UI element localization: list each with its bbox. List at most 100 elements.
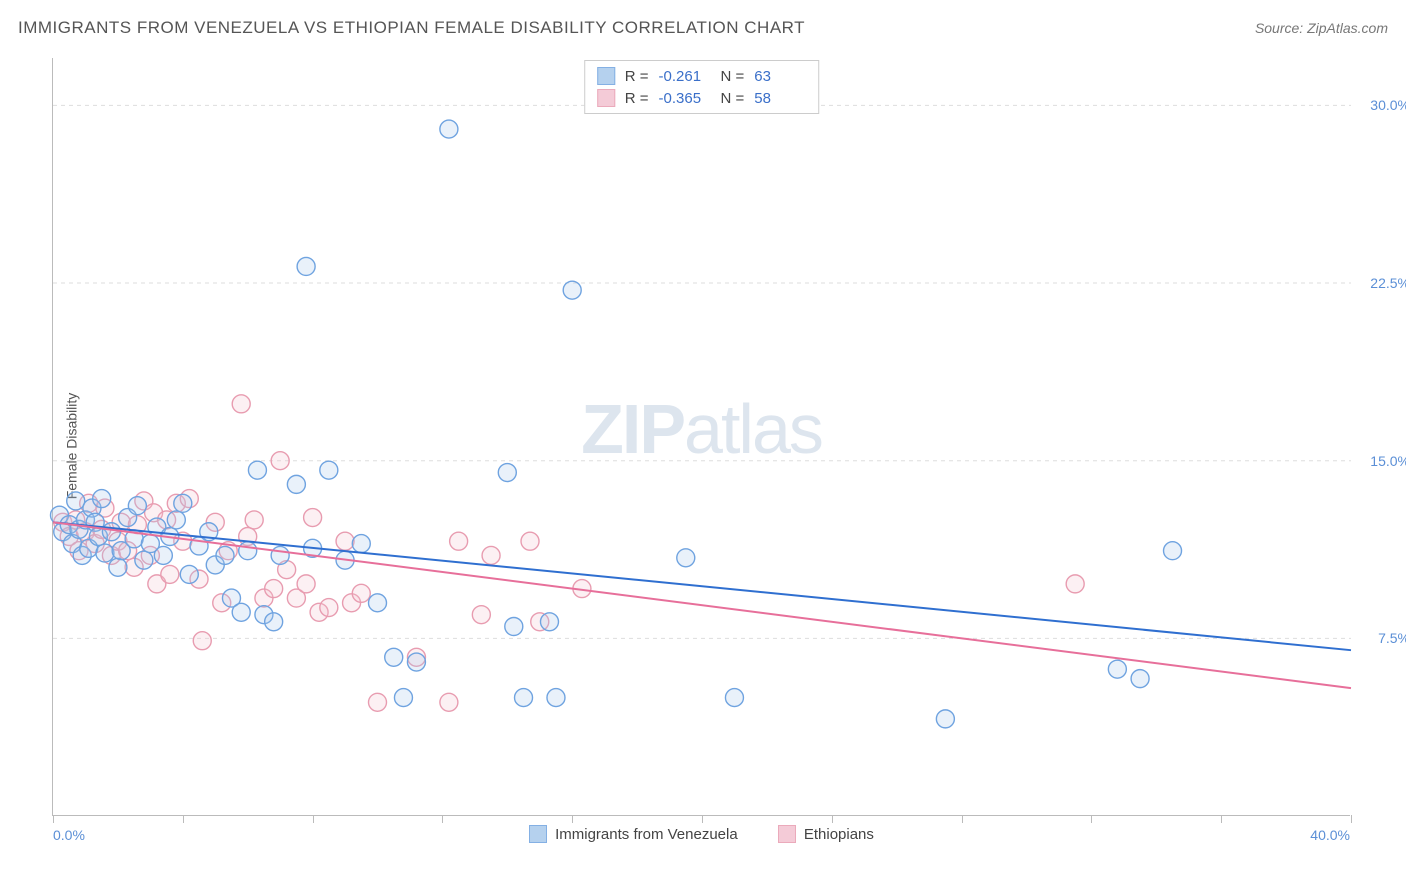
swatch-series-b (597, 89, 615, 107)
data-point (1131, 670, 1149, 688)
series-a-points (50, 120, 1181, 728)
y-tick-label: 30.0% (1370, 97, 1406, 113)
data-point (320, 461, 338, 479)
stats-row-b: R = -0.365 N = 58 (597, 87, 807, 109)
data-point (287, 475, 305, 493)
data-point (440, 120, 458, 138)
data-point (677, 549, 695, 567)
x-tick (832, 815, 833, 823)
data-point (352, 584, 370, 602)
data-point (515, 689, 533, 707)
data-point (154, 546, 172, 564)
swatch-series-b-icon (778, 825, 796, 843)
y-tick-label: 15.0% (1370, 453, 1406, 469)
data-point (102, 523, 120, 541)
data-point (369, 594, 387, 612)
data-point (109, 558, 127, 576)
data-point (547, 689, 565, 707)
data-point (1164, 542, 1182, 560)
data-point (521, 532, 539, 550)
data-point (271, 546, 289, 564)
chart-plot-area: ZIPatlas R = -0.261 N = 63 R = -0.365 N … (52, 58, 1350, 816)
r-label: R = (625, 68, 649, 85)
chart-svg (53, 58, 1350, 815)
data-point (936, 710, 954, 728)
x-tick (313, 815, 314, 823)
data-point (128, 497, 146, 515)
trend-line (53, 522, 1351, 650)
data-point (232, 603, 250, 621)
swatch-series-a (597, 67, 615, 85)
data-point (245, 511, 263, 529)
chart-title: IMMIGRANTS FROM VENEZUELA VS ETHIOPIAN F… (18, 18, 805, 38)
data-point (1066, 575, 1084, 593)
data-point (167, 511, 185, 529)
source-name: ZipAtlas.com (1307, 20, 1388, 36)
data-point (135, 551, 153, 569)
y-tick-label: 7.5% (1378, 630, 1406, 646)
swatch-series-a-icon (529, 825, 547, 843)
x-tick (53, 815, 54, 823)
r-label: R = (625, 90, 649, 107)
data-point (239, 542, 257, 560)
data-point (67, 492, 85, 510)
data-point (482, 546, 500, 564)
data-point (271, 452, 289, 470)
data-point (725, 689, 743, 707)
source-prefix: Source: (1255, 20, 1307, 36)
data-point (297, 575, 315, 593)
n-label: N = (721, 90, 745, 107)
r-value-a: -0.261 (659, 68, 711, 85)
x-tick (572, 815, 573, 823)
data-point (505, 618, 523, 636)
x-tick (183, 815, 184, 823)
data-point (96, 544, 114, 562)
legend-label-b: Ethiopians (804, 826, 874, 843)
data-point (440, 693, 458, 711)
data-point (407, 653, 425, 671)
n-value-a: 63 (754, 68, 806, 85)
r-value-b: -0.365 (659, 90, 711, 107)
stats-row-a: R = -0.261 N = 63 (597, 65, 807, 87)
legend-item-a: Immigrants from Venezuela (529, 825, 738, 843)
data-point (336, 532, 354, 550)
data-point (450, 532, 468, 550)
data-point (161, 565, 179, 583)
data-point (563, 281, 581, 299)
x-tick (442, 815, 443, 823)
x-tick (1221, 815, 1222, 823)
x-tick (962, 815, 963, 823)
data-point (180, 565, 198, 583)
data-point (297, 257, 315, 275)
data-point (193, 632, 211, 650)
data-point (1108, 660, 1126, 678)
data-point (540, 613, 558, 631)
series-legend: Immigrants from Venezuela Ethiopians (53, 825, 1350, 847)
data-point (232, 395, 250, 413)
data-point (174, 494, 192, 512)
data-point (216, 546, 234, 564)
data-point (248, 461, 266, 479)
x-tick (702, 815, 703, 823)
n-label: N = (721, 68, 745, 85)
series-b-points (54, 395, 1084, 711)
data-point (265, 613, 283, 631)
data-point (93, 490, 111, 508)
data-point (352, 535, 370, 553)
data-point (320, 599, 338, 617)
x-tick (1351, 815, 1352, 823)
legend-item-b: Ethiopians (778, 825, 874, 843)
source-credit: Source: ZipAtlas.com (1255, 20, 1388, 36)
data-point (498, 464, 516, 482)
data-point (472, 606, 490, 624)
x-tick (1091, 815, 1092, 823)
chart-header: IMMIGRANTS FROM VENEZUELA VS ETHIOPIAN F… (18, 18, 1388, 38)
data-point (385, 648, 403, 666)
legend-label-a: Immigrants from Venezuela (555, 826, 738, 843)
y-tick-label: 22.5% (1370, 275, 1406, 291)
stats-legend: R = -0.261 N = 63 R = -0.365 N = 58 (584, 60, 820, 114)
data-point (265, 580, 283, 598)
data-point (304, 509, 322, 527)
data-point (394, 689, 412, 707)
n-value-b: 58 (754, 90, 806, 107)
